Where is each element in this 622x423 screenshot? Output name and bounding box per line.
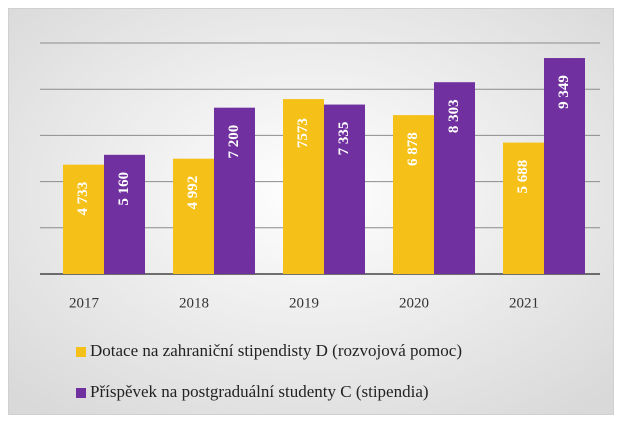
legend-label: Příspěvek na postgraduální studenty C (s… [90, 382, 429, 401]
bar [434, 82, 475, 274]
value-label: 7 200 [226, 125, 242, 159]
bar [544, 58, 585, 274]
value-label: 5 160 [116, 172, 132, 206]
value-label: 4 992 [185, 176, 201, 210]
value-label: 7 335 [336, 122, 352, 156]
value-label: 4 733 [75, 182, 91, 216]
value-label: 7573 [295, 118, 311, 148]
bar [324, 104, 365, 275]
x-tick-label: 2017 [69, 295, 100, 311]
value-label: 9 349 [556, 75, 572, 109]
value-label: 6 878 [405, 132, 421, 166]
value-label: 8 303 [446, 99, 462, 133]
legend-swatch [76, 347, 86, 357]
x-tick-label: 2019 [289, 295, 319, 311]
bar [63, 164, 104, 274]
value-label: 5 688 [515, 160, 531, 194]
bar [503, 142, 544, 274]
bar [393, 115, 434, 275]
x-tick-label: 2021 [509, 295, 539, 311]
x-tick-label: 2018 [179, 295, 209, 311]
bar [283, 99, 324, 275]
legend-label: Dotace na zahraniční stipendisty D (rozv… [90, 341, 462, 360]
bar [173, 158, 214, 274]
x-tick-label: 2020 [399, 295, 429, 311]
legend-swatch [76, 388, 86, 398]
bar [214, 107, 255, 275]
bar [104, 154, 145, 274]
